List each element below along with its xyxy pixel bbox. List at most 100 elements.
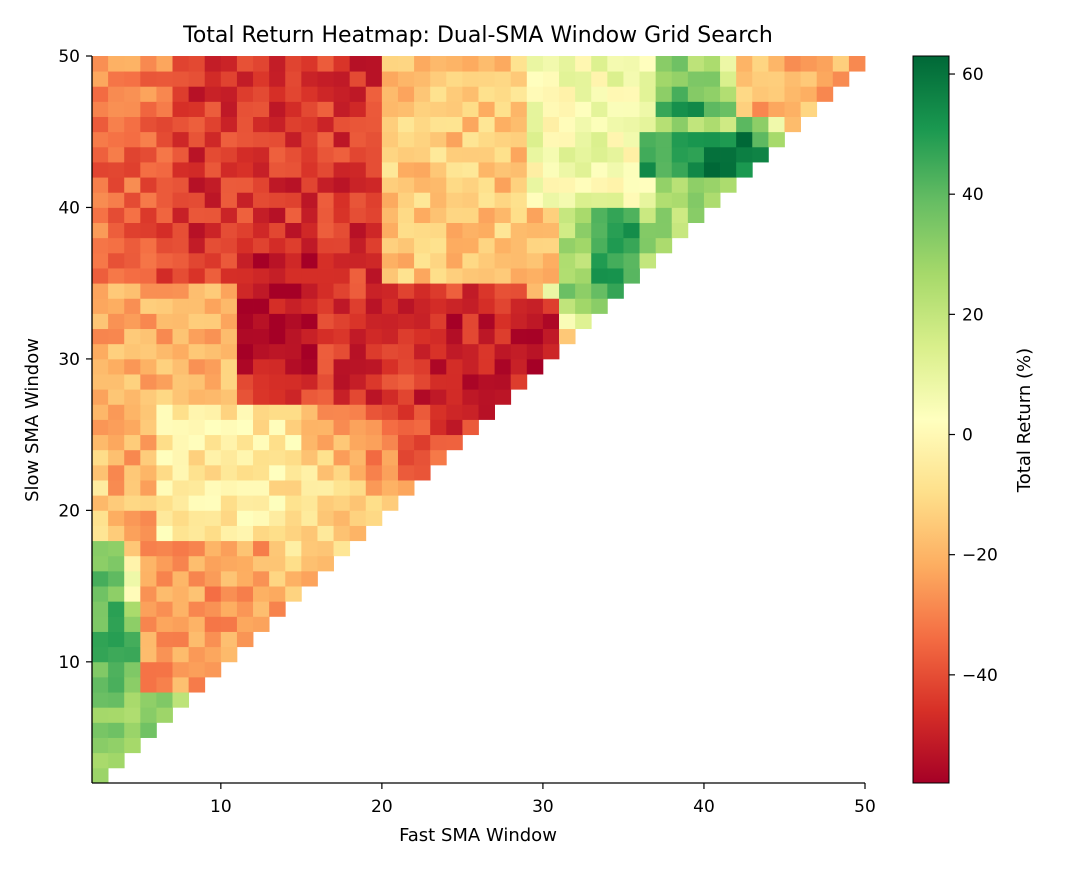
heatmap-cell	[301, 540, 318, 557]
heatmap-cell	[559, 222, 576, 239]
heatmap-cell	[301, 283, 318, 299]
heatmap-cell	[140, 222, 157, 239]
heatmap-cell	[317, 116, 334, 133]
heatmap-cell	[124, 343, 141, 360]
heatmap-cell	[768, 131, 785, 148]
heatmap-cell	[446, 313, 463, 330]
heatmap-cell	[462, 162, 479, 178]
heatmap-cell	[720, 101, 737, 117]
heatmap-cell	[156, 56, 173, 72]
heatmap-cell	[172, 298, 190, 314]
heatmap-cell	[575, 268, 592, 284]
heatmap-cell	[397, 207, 415, 224]
heatmap-cell	[236, 101, 254, 117]
heatmap-cell	[671, 131, 689, 148]
heatmap-cell	[236, 162, 254, 178]
heatmap-cell	[510, 162, 528, 178]
heatmap-cell	[736, 101, 753, 117]
heatmap-cell	[301, 358, 318, 375]
heatmap-cell	[253, 358, 270, 375]
heatmap-cell	[446, 207, 463, 224]
heatmap-cell	[253, 328, 270, 345]
heatmap-cell	[317, 510, 334, 526]
heatmap-cell	[220, 480, 238, 496]
heatmap-cell	[253, 252, 270, 269]
heatmap-cell	[559, 56, 576, 72]
heatmap-cell	[108, 692, 125, 708]
heatmap-cell	[462, 343, 479, 360]
heatmap-cell	[414, 464, 431, 481]
heatmap-cell	[108, 752, 125, 769]
colorbar-tick-label: 40	[962, 185, 984, 205]
heatmap-cell	[220, 131, 238, 148]
heatmap-cell	[494, 116, 512, 133]
heatmap-cell	[188, 510, 206, 526]
heatmap-cell	[542, 146, 560, 163]
heatmap-cell	[188, 661, 206, 678]
heatmap-cell	[92, 71, 109, 87]
heatmap-cell	[172, 86, 190, 102]
heatmap-cell	[365, 374, 383, 390]
heatmap-cell	[317, 480, 334, 496]
heatmap-cell	[108, 419, 125, 436]
heatmap-cell	[526, 358, 544, 375]
heatmap-cell	[639, 192, 657, 208]
heatmap-cell	[526, 343, 544, 360]
heatmap-cell	[397, 56, 415, 72]
heatmap-cell	[671, 56, 689, 72]
heatmap-cell	[542, 207, 560, 224]
heatmap-cell	[188, 616, 206, 632]
heatmap-cell	[639, 101, 657, 117]
heatmap-cell	[204, 434, 222, 451]
heatmap-cell	[188, 631, 206, 648]
heatmap-cell	[253, 71, 270, 87]
heatmap-cell	[269, 162, 286, 178]
heatmap-cell	[655, 192, 673, 208]
heatmap-cell	[188, 343, 206, 360]
heatmap-cell	[365, 101, 383, 117]
heatmap-cell	[220, 56, 238, 72]
heatmap-cell	[124, 162, 141, 178]
heatmap-cell	[108, 434, 125, 451]
heatmap-cell	[92, 631, 109, 648]
heatmap-cell	[462, 298, 479, 314]
heatmap-cell	[204, 56, 222, 72]
heatmap-cell	[108, 328, 125, 345]
heatmap-cell	[381, 464, 399, 481]
heatmap-cell	[365, 389, 383, 405]
heatmap-cell	[526, 177, 544, 193]
heatmap-cell	[124, 586, 141, 602]
heatmap-cell	[285, 555, 302, 572]
heatmap-cell	[172, 192, 190, 208]
heatmap-cell	[269, 540, 286, 557]
heatmap-cell	[124, 268, 141, 284]
heatmap-cell	[253, 540, 270, 557]
heatmap-cell	[140, 692, 157, 708]
heatmap-cell	[317, 389, 334, 405]
heatmap-cell	[526, 86, 544, 102]
heatmap-cell	[365, 162, 383, 178]
heatmap-cell	[446, 268, 463, 284]
heatmap-cell	[623, 192, 640, 208]
heatmap-cell	[510, 237, 528, 254]
heatmap-cell	[381, 192, 399, 208]
heatmap-cell	[381, 449, 399, 466]
heatmap-cell	[720, 177, 737, 193]
heatmap-cell	[333, 480, 351, 496]
heatmap-cell	[188, 177, 206, 193]
heatmap-cell	[542, 283, 560, 299]
heatmap-cell	[430, 116, 447, 133]
heatmap-cell	[752, 56, 769, 72]
heatmap-cell	[204, 510, 222, 526]
heatmap-cell	[236, 177, 254, 193]
heatmap-cell	[172, 56, 190, 72]
heatmap-cell	[188, 283, 206, 299]
heatmap-cell	[140, 313, 157, 330]
heatmap-cell	[478, 56, 495, 72]
heatmap-cell	[736, 146, 753, 163]
heatmap-cell	[591, 162, 608, 178]
heatmap-cell	[397, 116, 415, 133]
heatmap-cell	[108, 555, 125, 572]
heatmap-cell	[188, 268, 206, 284]
heatmap-cell	[591, 86, 608, 102]
